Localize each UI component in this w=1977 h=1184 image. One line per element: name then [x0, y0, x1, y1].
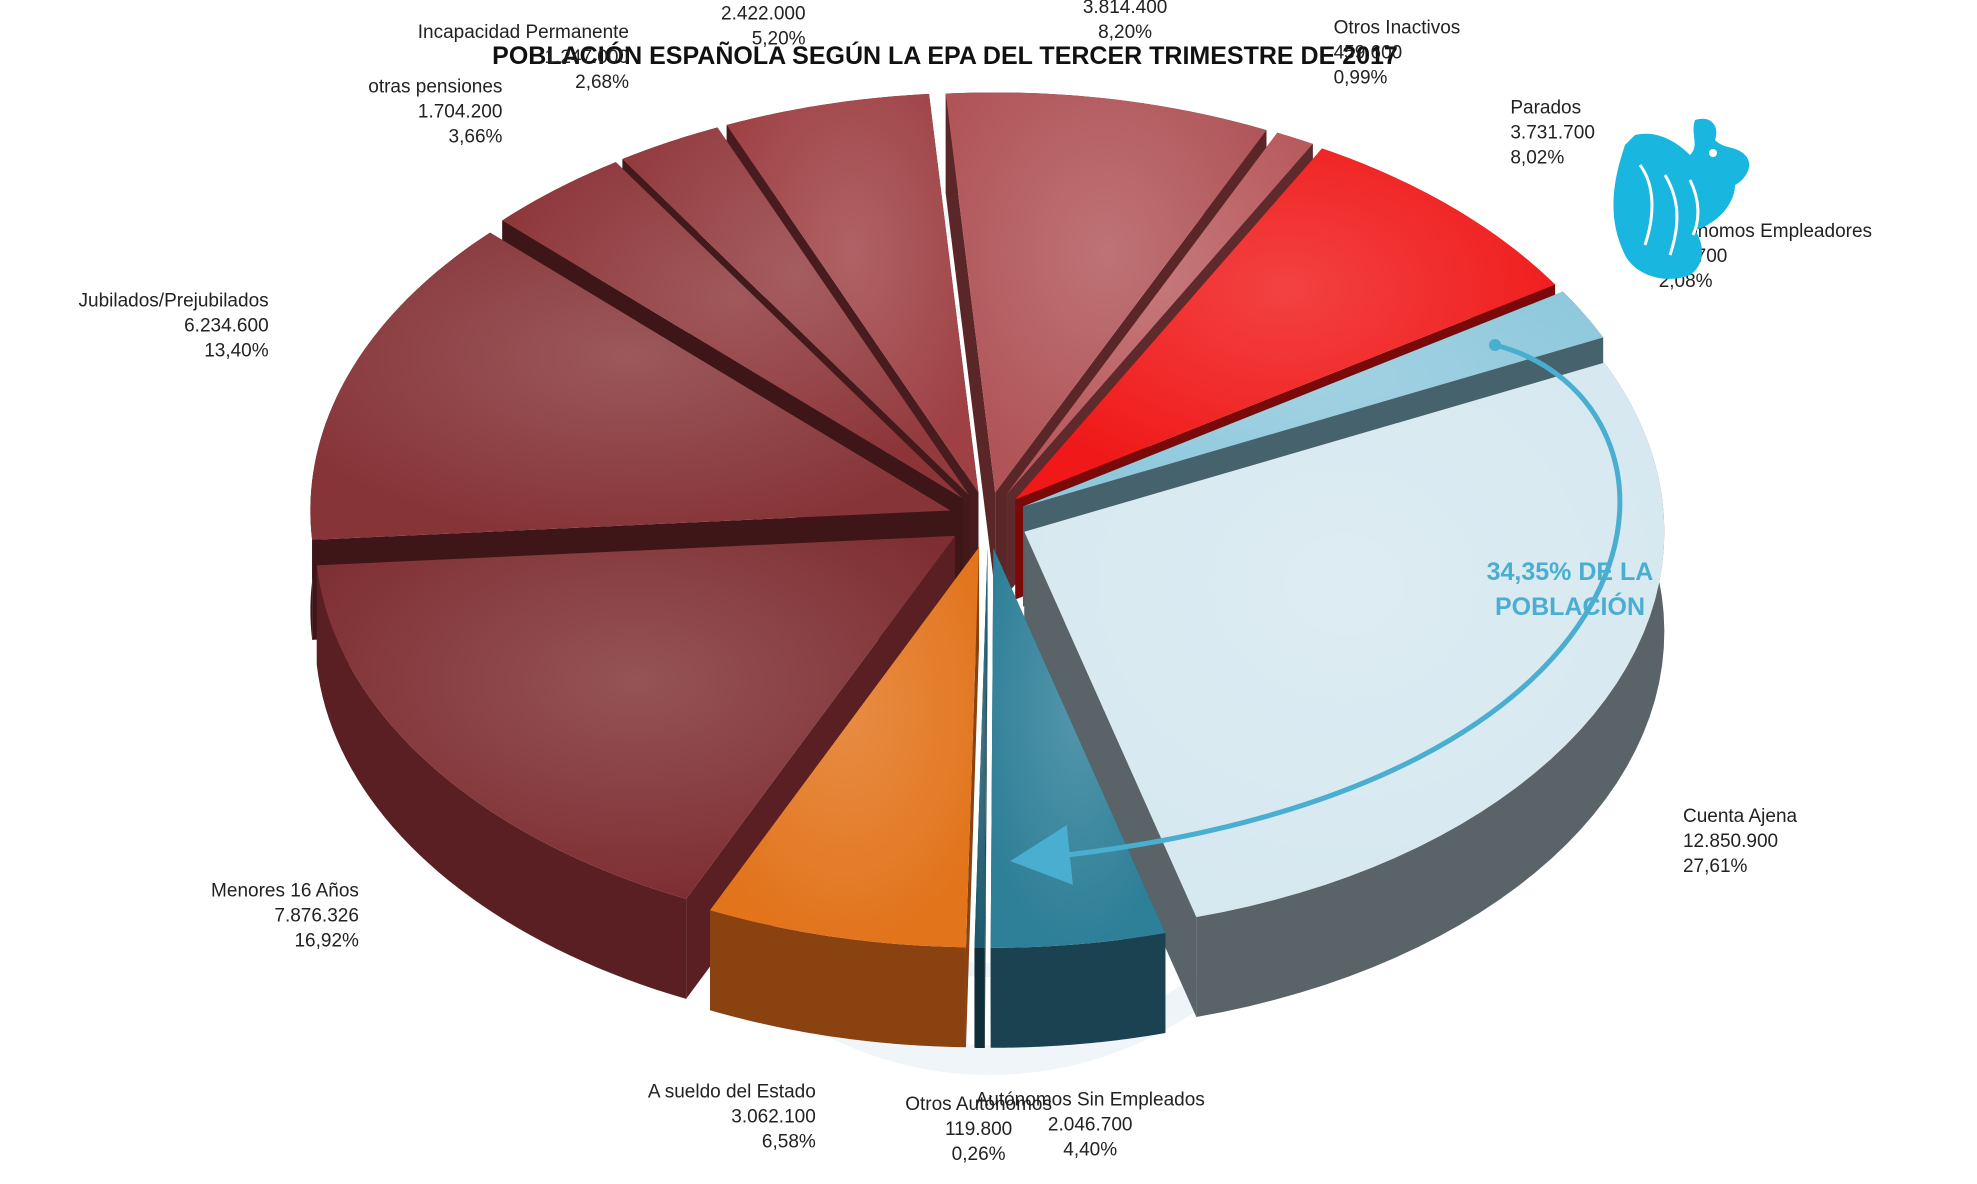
slice-highlight [710, 547, 979, 948]
chart-title: POBLACIÓN ESPAÑOLA SEGÚN LA EPA DEL TERC… [492, 40, 1398, 70]
slice-highlight [502, 162, 963, 499]
slices-layer [310, 92, 1665, 1048]
slice-label-name: Autónomos Empleadores [1659, 221, 1872, 242]
slice-rim [316, 565, 687, 999]
slice-rim [1196, 362, 1665, 1017]
slice-rim [974, 947, 985, 1048]
annotation-line-2: POBLACIÓN [1495, 591, 1645, 621]
slice-label-percent: 27,61% [1683, 856, 1748, 877]
slice-wall [945, 93, 996, 593]
slice-label-value: 459.600 [1334, 42, 1403, 63]
slice-highlight [1015, 148, 1556, 500]
slice-label-value: 1.704.200 [418, 102, 503, 123]
slice-highlight [945, 92, 1267, 493]
slice-label-name: Parados [1510, 97, 1581, 118]
slice-label-percent: 4,40% [1063, 1140, 1117, 1161]
slice-wall [965, 547, 979, 1048]
slice-label-name: Menores 16 Años [211, 881, 359, 902]
slice-highlight [1023, 291, 1604, 507]
slice-label-percent: 8,02% [1510, 147, 1564, 168]
slice-label-name: Incapacidad Permanente [418, 22, 629, 43]
slice-label-name: A sueldo del Estado [648, 1081, 816, 1102]
slice-label-name: otras pensiones [368, 77, 502, 98]
slice-label-name: Autónomos Sin Empleados [976, 1090, 1205, 1111]
slice-label-value: 1.247.000 [544, 47, 629, 68]
slice-label-percent: 0,99% [1334, 67, 1388, 88]
population-annotation: 34,35% DE LA POBLACIÓN [1010, 339, 1654, 885]
slice-label-value: 7.876.326 [274, 906, 359, 927]
griffin-logo-icon [1613, 118, 1750, 279]
slice-label-percent: 13,40% [204, 341, 269, 362]
slice-label-percent: 2,68% [575, 72, 629, 93]
slice-wall [984, 547, 988, 1048]
slice-label-percent: 5,20% [752, 28, 806, 49]
slice-highlight [726, 94, 979, 493]
slice-label-name: Cuenta Ajena [1683, 806, 1798, 827]
slice-wall [1024, 531, 1197, 1017]
slice-highlight [316, 535, 956, 899]
slice-highlight [974, 547, 988, 948]
slice-label-value: 12.850.900 [1683, 831, 1778, 852]
slice-label-name: Jubilados/Prejubilados [79, 291, 269, 312]
slice-label-value: 3.814.400 [1083, 0, 1168, 18]
slice-highlight [310, 232, 951, 540]
slice-highlight [1006, 132, 1313, 496]
slice-cuenta-ajena [1024, 362, 1665, 1017]
slice-label-value: 3.062.100 [731, 1106, 816, 1127]
slice-label-percent: 3,66% [449, 127, 503, 148]
slice-label-value: 3.731.700 [1510, 122, 1595, 143]
slice-label-percent: 0,26% [952, 1144, 1006, 1165]
slice-label-name: Otros Inactivos [1334, 17, 1461, 38]
slice-label-value: 2.422.000 [721, 3, 806, 24]
slice-label-percent: 8,20% [1098, 22, 1152, 43]
slice-label-name: Otros Autónomos [905, 1094, 1052, 1115]
annotation-line-1: 34,35% DE LA [1487, 558, 1654, 586]
annotation-arrow-start [1489, 339, 1501, 351]
slice-rim [990, 933, 1166, 1048]
slice-highlight [1024, 362, 1665, 917]
slice-label-value: 6.234.600 [184, 316, 269, 337]
slice-a-sueldo-del-estado [710, 547, 979, 1048]
annotation-arrow [1010, 342, 1623, 885]
slice-otros-autónomos [974, 547, 988, 1048]
slice-label-value: 119.800 [945, 1119, 1012, 1140]
slice-highlight [622, 127, 970, 496]
slice-label-value: 2.046.700 [1048, 1115, 1133, 1136]
slice-label-percent: 16,92% [294, 931, 359, 952]
slice-rim [710, 910, 966, 1048]
slice-label-percent: 6,58% [762, 1131, 816, 1152]
